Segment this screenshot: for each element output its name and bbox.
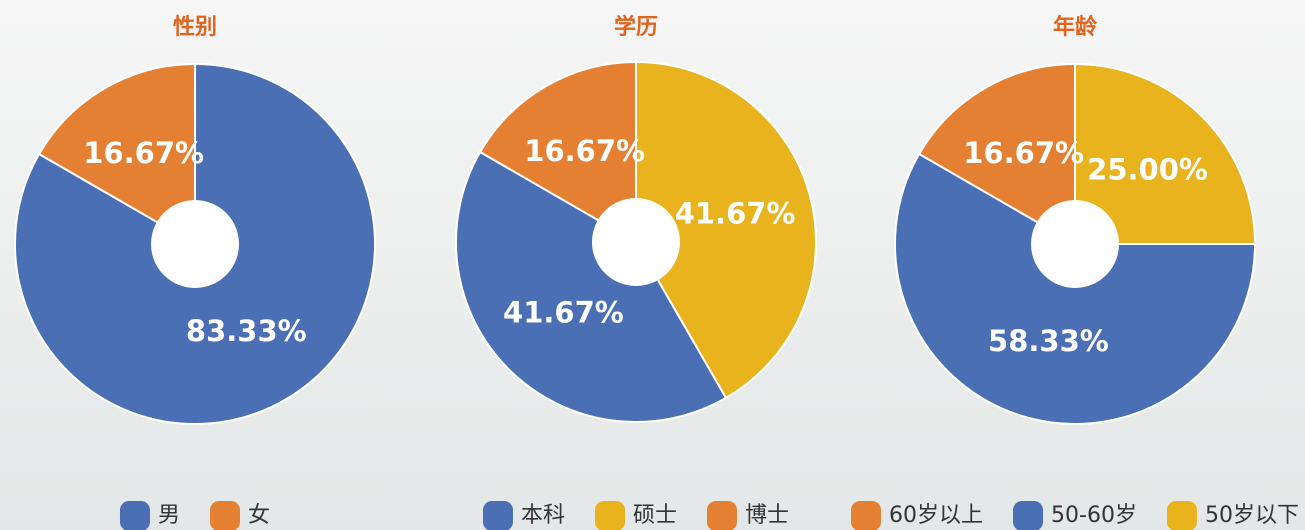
- value-label: 83.33%: [186, 314, 307, 348]
- pie-slice: [37, 62, 197, 246]
- pie-slice: [917, 62, 1076, 246]
- chart-title: 性别: [173, 15, 217, 40]
- legend-label: 50岁以下: [1205, 503, 1299, 528]
- legend-label: 本科: [521, 503, 565, 528]
- pie-slice: [1074, 62, 1257, 245]
- chart-title: 学历: [614, 14, 658, 40]
- legend-label: 60岁以上: [889, 503, 983, 528]
- legend-marker: [1013, 501, 1044, 530]
- chart-title: 年龄: [1053, 14, 1098, 40]
- legend-marker: [119, 501, 150, 530]
- legend-marker: [482, 501, 513, 530]
- pie-hole: [1031, 200, 1119, 288]
- pie-slice: [894, 152, 1257, 425]
- value-label: 16.67%: [83, 136, 204, 170]
- value-label: 41.67%: [675, 196, 796, 230]
- value-label: 58.33%: [988, 324, 1109, 358]
- legend-label: 男: [158, 503, 180, 528]
- legend-label: 女: [248, 503, 270, 528]
- value-label: 16.67%: [963, 136, 1084, 170]
- legend-marker: [851, 501, 882, 530]
- legend: 男女: [119, 501, 270, 530]
- value-label: 25.00%: [1087, 152, 1208, 186]
- pie-slice: [634, 60, 817, 400]
- legend-label: 50-60岁: [1051, 503, 1137, 528]
- legend-label: 硕士: [633, 503, 677, 528]
- legend-marker: [707, 501, 738, 530]
- legend: 本科 硕士 博士: [482, 501, 789, 530]
- legend-marker: [210, 501, 240, 530]
- legend-marker: [594, 501, 625, 530]
- value-label: 16.67%: [524, 134, 645, 168]
- value-label: 41.67%: [503, 296, 624, 330]
- pie-slice: [478, 60, 638, 244]
- legend-marker: [1166, 501, 1197, 530]
- pie-hole: [151, 200, 239, 288]
- legend: 60岁以上 50-60岁 50岁以下: [851, 501, 1299, 530]
- pie-slice: [455, 150, 728, 423]
- legend-label: 博士: [745, 503, 789, 528]
- pie-hole: [592, 198, 680, 286]
